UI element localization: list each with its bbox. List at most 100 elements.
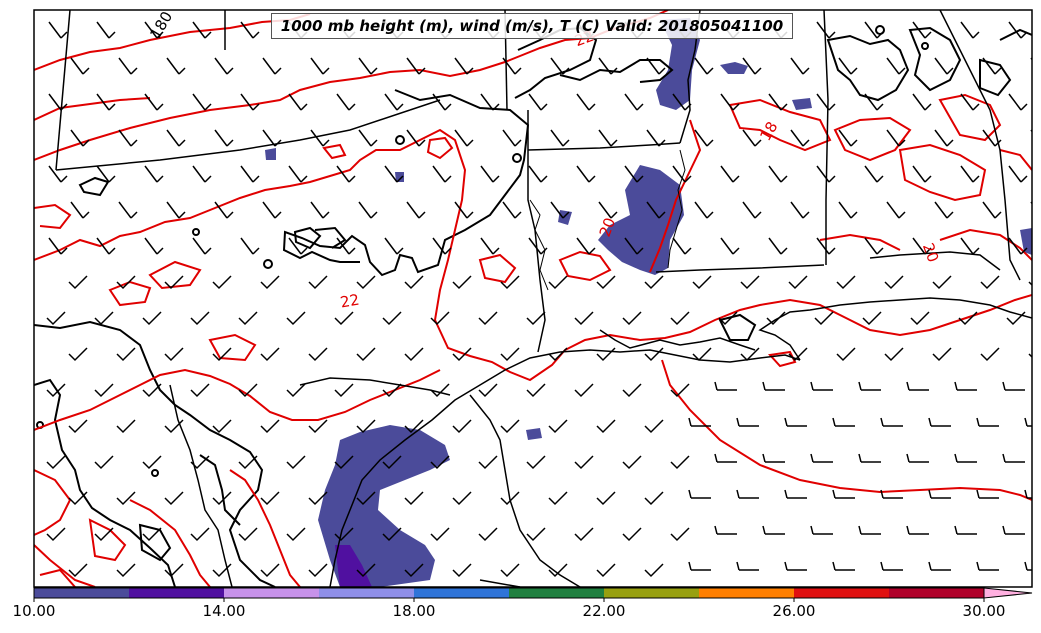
wind-barb <box>382 311 402 326</box>
wind-barb <box>644 491 664 506</box>
wind-barb <box>816 21 836 39</box>
wind-barb <box>548 491 568 506</box>
wind-barb <box>694 57 714 75</box>
wind-barb <box>644 275 664 290</box>
wind-barb <box>164 563 184 578</box>
wind-barb <box>334 383 354 398</box>
wind-barb <box>816 93 836 111</box>
wind-barb <box>838 57 858 75</box>
wind-barb <box>68 419 88 434</box>
wind-barb <box>384 165 404 183</box>
wind-barb <box>384 237 404 255</box>
wind-barb <box>548 563 568 578</box>
wind-barb <box>1008 165 1028 183</box>
wind-barb <box>762 381 785 391</box>
wind-barb <box>836 275 856 290</box>
wind-barb <box>644 419 664 434</box>
wind-barb <box>142 455 162 470</box>
wind-barb <box>976 561 999 571</box>
wind-barb <box>68 563 88 578</box>
wind-barb <box>48 165 68 183</box>
wind-barb <box>144 237 164 255</box>
wind-barb <box>672 165 692 183</box>
wind-barb <box>452 419 472 434</box>
wind-barb <box>96 165 116 183</box>
wind-barb <box>672 237 692 255</box>
wind-barb <box>118 57 138 75</box>
wind-barb <box>762 525 785 535</box>
wind-barb <box>1002 381 1025 391</box>
wind-barb <box>116 275 136 290</box>
wind-barb <box>692 275 712 290</box>
wind-barb <box>550 201 570 219</box>
wind-barb <box>784 489 807 499</box>
wind-barb <box>500 347 520 362</box>
wind-barb <box>1002 525 1025 535</box>
wind-barb <box>934 57 954 75</box>
wind-barb <box>858 453 881 463</box>
wind-barb <box>528 237 548 255</box>
wind-barb <box>502 57 522 75</box>
wind-barb <box>214 129 234 147</box>
wind-barb <box>932 347 952 362</box>
wind-barb <box>430 527 450 542</box>
wind-barb <box>864 165 884 183</box>
colorbar-segment <box>509 588 605 598</box>
wind-barb <box>1024 489 1032 499</box>
wind-barb <box>1024 561 1032 571</box>
wind-barb <box>526 311 546 326</box>
wind-barb <box>906 381 929 391</box>
wind-barb <box>670 455 690 470</box>
wind-barb <box>862 311 882 326</box>
wind-barb <box>142 311 162 326</box>
wind-barb <box>240 93 260 111</box>
wind-barb <box>742 57 762 75</box>
wind-barb <box>670 527 690 542</box>
wind-barb <box>68 275 88 290</box>
colorbar-outline <box>33 587 985 599</box>
wind-barb <box>886 129 906 147</box>
wind-barb <box>714 381 737 391</box>
wind-barb <box>976 489 999 499</box>
wind-barb <box>928 489 951 499</box>
wind-barb <box>502 201 522 219</box>
wind-barb <box>336 93 356 111</box>
wind-barb <box>382 527 402 542</box>
wind-barb <box>48 21 68 39</box>
wind-barb <box>144 165 164 183</box>
wind-barb <box>192 165 212 183</box>
wind-barb <box>240 165 260 183</box>
height-contours <box>34 25 1032 587</box>
wind-barb <box>886 57 906 75</box>
colorbar-tick-label: 14.00 <box>202 602 246 620</box>
wind-barb <box>598 57 618 75</box>
wind-barb <box>190 455 210 470</box>
rivers <box>529 149 686 291</box>
wind-barb <box>68 347 88 362</box>
wind-barb <box>714 453 737 463</box>
wind-barb <box>810 381 833 391</box>
wind-barb <box>68 491 88 506</box>
wind-barb <box>262 201 282 219</box>
wind-barb <box>358 201 378 219</box>
wind-barb <box>574 527 594 542</box>
wind-barb <box>430 455 450 470</box>
colorbar-segment <box>34 588 130 598</box>
wind-barb <box>596 491 616 506</box>
wind-barb <box>118 129 138 147</box>
wind-barb <box>336 165 356 183</box>
colorbar-segment <box>319 588 415 598</box>
wind-barb <box>1008 93 1028 111</box>
wind-barb <box>624 237 644 255</box>
wind-barb <box>598 201 618 219</box>
wind-barb <box>288 165 308 183</box>
wind-barb <box>884 275 904 290</box>
borders <box>55 10 1021 587</box>
wind-barb <box>720 237 740 255</box>
wind-barb <box>1002 453 1025 463</box>
wind-barb <box>576 237 596 255</box>
wind-barb <box>736 489 759 499</box>
wind-barb <box>190 383 210 398</box>
wind-barb <box>430 383 450 398</box>
